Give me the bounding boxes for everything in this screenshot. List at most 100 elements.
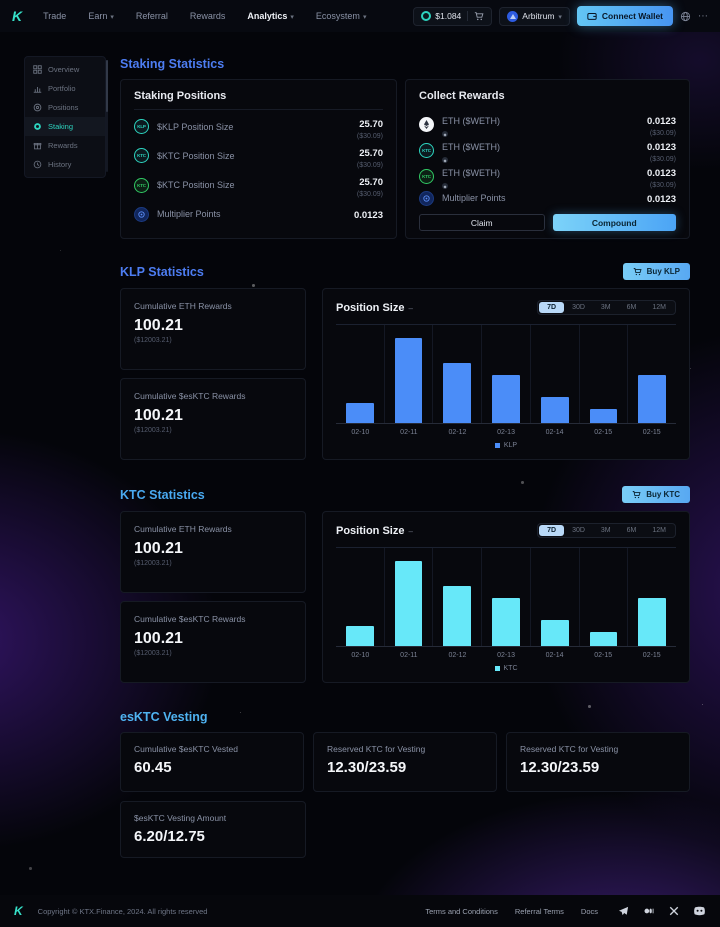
time-range-selector: 7D 30D 3M 6M 12M	[537, 522, 676, 538]
x-tick-label: 02-14	[545, 428, 564, 436]
buy-klp-button[interactable]: Buy KLP	[622, 263, 690, 280]
bar-slot	[531, 325, 580, 423]
reserved-ktc-vesting-card: Reserved KTC for Vesting 12.30/23.59	[506, 732, 690, 792]
range-7d-button[interactable]: 7D	[539, 301, 565, 313]
nav-link-trade[interactable]: Trade	[43, 11, 67, 21]
bar	[492, 374, 520, 423]
stat-label: Cumulative $esKTC Rewards	[134, 614, 246, 624]
info-icon[interactable]	[408, 304, 412, 313]
arbitrum-icon	[507, 10, 519, 22]
docs-link[interactable]: Docs	[580, 906, 598, 916]
esktc-vesting-heading: esKTC Vesting	[120, 710, 208, 724]
reward-row-usd: ($30.09)	[649, 130, 676, 137]
nav-right-cluster: $1.084 Arbitrum Connect Wallet ⋯	[413, 6, 708, 26]
range-3m-button[interactable]: 3M	[600, 526, 611, 534]
position-row: KTC $KTC Position Size 25.70 ($30.09)	[134, 141, 383, 170]
stat-value: 12.30/23.59	[327, 759, 407, 776]
range-30d-button[interactable]: 30D	[572, 303, 585, 311]
chevron-down-icon	[558, 11, 562, 21]
range-6m-button[interactable]: 6M	[626, 526, 637, 534]
scrollbar[interactable]	[106, 60, 108, 172]
sidebar-item-staking[interactable]: Staking	[25, 117, 105, 136]
stat-value: 6.20/12.75	[134, 828, 205, 845]
sidebar-item-positions[interactable]: Positions	[25, 98, 105, 117]
cart-icon	[632, 491, 641, 499]
reward-row: KTC ETH ($WETH) ◆ 0.0123 ($30.09)	[419, 163, 676, 189]
sidebar-item-rewards[interactable]: Rewards	[25, 136, 105, 155]
chart-title: Position Size	[336, 302, 405, 314]
range-30d-button[interactable]: 30D	[572, 526, 585, 534]
claim-button[interactable]: Claim	[419, 214, 545, 231]
sidebar-nav: Overview Portfolio Positions Staking Rew…	[24, 56, 106, 178]
x-tick-label: 02-15	[594, 651, 613, 659]
chevron-down-icon	[363, 11, 367, 21]
bar-slot	[385, 325, 434, 423]
nav-link-label: Earn	[88, 11, 108, 21]
bar	[394, 337, 423, 423]
range-7d-button[interactable]: 7D	[539, 524, 565, 536]
klp-token-icon: KLP	[134, 119, 149, 135]
ktc-statistics-heading: KTC Statistics	[120, 487, 205, 502]
eth-mini-icon: ◆	[442, 157, 448, 163]
nav-link-referral[interactable]: Referral	[135, 11, 168, 21]
nav-link-ecosystem[interactable]: Ecosystem	[316, 11, 367, 21]
sidebar-item-history[interactable]: History	[25, 155, 105, 174]
more-menu-icon[interactable]: ⋯	[698, 10, 708, 22]
x-twitter-icon[interactable]	[669, 906, 679, 916]
position-row-usd: ($30.09)	[356, 161, 383, 169]
connect-wallet-button[interactable]: Connect Wallet	[576, 6, 673, 26]
stat-value: 100.21	[134, 407, 183, 424]
range-3m-button[interactable]: 3M	[600, 303, 611, 311]
nav-link-earn[interactable]: Earn	[88, 11, 114, 21]
footer-links: Terms and Conditions Referral Terms Docs	[425, 907, 598, 916]
bar-slot	[336, 325, 385, 423]
sidebar-item-label: Positions	[48, 103, 79, 112]
bar-slot	[580, 325, 629, 423]
cumulative-esktc-rewards-card: Cumulative $esKTC Rewards 100.21 ($12003…	[120, 378, 306, 460]
nav-link-rewards[interactable]: Rewards	[189, 11, 226, 21]
legend-label: KLP	[503, 441, 518, 449]
stat-label: Reserved KTC for Vesting	[520, 744, 619, 754]
stat-value: 12.30/23.59	[520, 759, 600, 776]
buy-ktc-button[interactable]: Buy KTC	[622, 486, 690, 503]
coin-icon	[34, 123, 41, 130]
position-row-value: 25.70	[359, 147, 383, 159]
sidebar-item-portfolio[interactable]: Portfolio	[25, 79, 105, 98]
nav-link-analytics[interactable]: Analytics	[247, 11, 294, 21]
reward-row-label: ETH ($WETH)	[442, 116, 500, 126]
clock-icon	[33, 160, 42, 169]
network-selector[interactable]: Arbitrum	[499, 6, 570, 26]
terms-and-conditions-link[interactable]: Terms and Conditions	[425, 906, 498, 916]
compound-button[interactable]: Compound	[552, 214, 676, 231]
medium-icon[interactable]	[643, 906, 655, 916]
footer: K Copyright © KTX.Finance, 2024. All rig…	[0, 895, 720, 927]
telegram-icon[interactable]	[618, 906, 629, 917]
brand-logo[interactable]: K	[12, 8, 22, 24]
position-row: Multiplier Points 0.0123	[134, 200, 383, 229]
bar-slot	[482, 548, 531, 646]
language-globe-icon[interactable]	[680, 11, 691, 22]
cart-icon[interactable]	[474, 11, 484, 21]
stat-usd: ($12003.21)	[134, 427, 172, 434]
gift-icon	[33, 142, 42, 150]
info-icon[interactable]	[408, 527, 412, 536]
discord-icon[interactable]	[693, 906, 706, 916]
range-12m-button[interactable]: 12M	[652, 303, 666, 311]
range-12m-button[interactable]: 12M	[652, 526, 666, 534]
cart-icon	[633, 268, 642, 276]
brand-logo[interactable]: K	[14, 904, 23, 918]
token-price-pill[interactable]: $1.084	[413, 6, 493, 26]
referral-terms-link[interactable]: Referral Terms	[514, 906, 564, 916]
sidebar-item-overview[interactable]: Overview	[25, 60, 105, 79]
position-row-value: 25.70	[359, 118, 383, 130]
nav-link-label: Analytics	[247, 11, 288, 21]
eth-token-icon	[419, 116, 434, 132]
stat-label: $esKTC Vesting Amount	[134, 813, 227, 823]
wallet-icon	[587, 11, 597, 21]
range-6m-button[interactable]: 6M	[626, 303, 637, 311]
eth-mini-icon: ◆	[442, 131, 448, 137]
reward-row-label: ETH ($WETH)	[442, 168, 500, 178]
x-axis-labels: 02-10 02-11 02-12 02-13 02-14 02-15 02-15	[336, 424, 676, 440]
reward-row-usd: ($30.09)	[649, 156, 676, 163]
